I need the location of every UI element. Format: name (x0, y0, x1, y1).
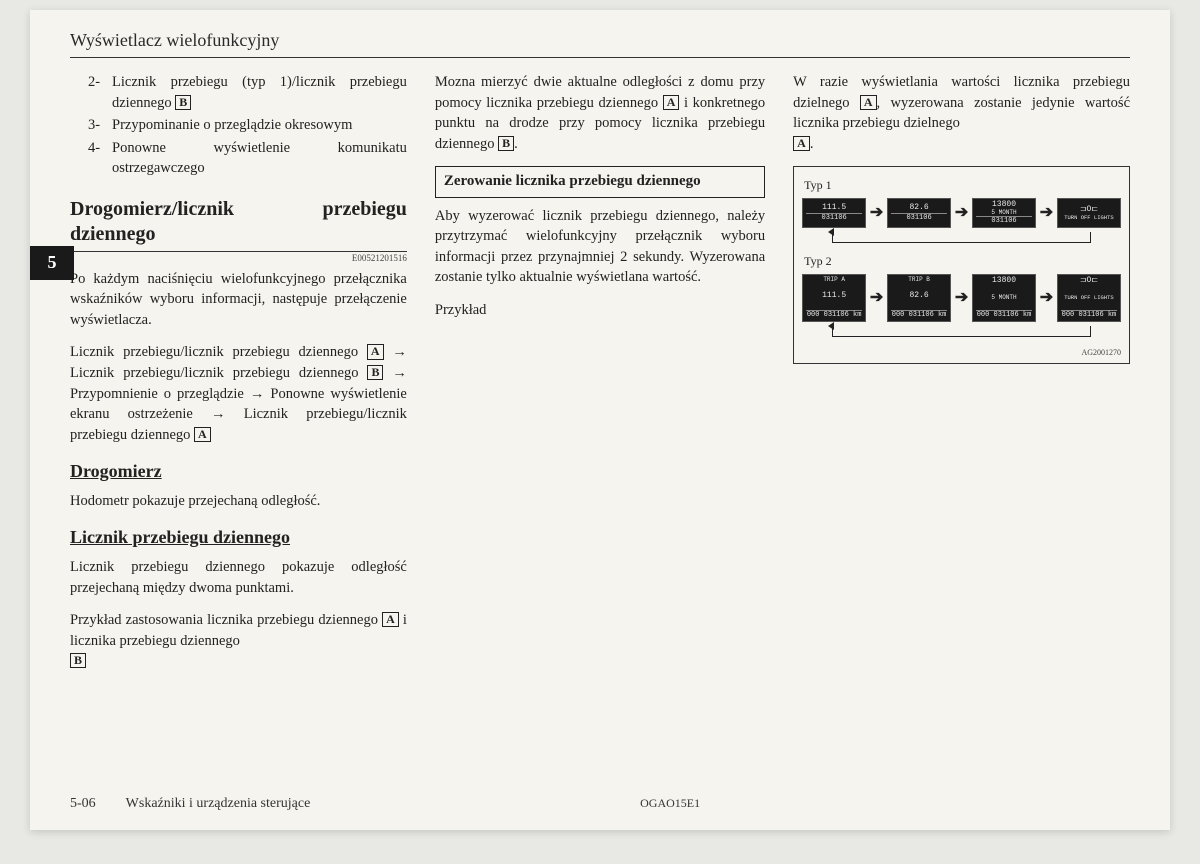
item-text: Ponowne wyświetlenie komunikatu ostrzega… (112, 138, 407, 179)
letter-box-b: B (70, 653, 86, 668)
column-3: W razie wyświetlania wartości licznika p… (793, 72, 1130, 684)
lcd-screen: 13800 5 MONTH 031106 (972, 198, 1036, 228)
footer-left: 5-06 Wskaźniki i urządzenia sterujące (70, 796, 310, 812)
arrow-icon: ➔ (870, 287, 883, 310)
letter-box-b: B (367, 365, 383, 380)
arrow-icon: ➔ (955, 287, 968, 310)
lcd-screen: TRIP B 82.6 000 031106 km (887, 274, 951, 322)
letter-box-b: B (175, 95, 191, 110)
loop-arrow-icon (832, 232, 1091, 243)
page-header: Wyświetlacz wielofunkcyjny (70, 30, 1130, 58)
document-code: OGAO15E1 (310, 796, 1030, 812)
column-2: Mozna mierzyć dwie aktualne odległości z… (435, 72, 765, 684)
letter-box-a: A (382, 612, 399, 627)
paragraph: Licznik przebiegu dziennego pokazuje odl… (70, 557, 407, 598)
paragraph-example-label: Przykład (435, 300, 765, 321)
item-text: Przypominanie o przeglądzie okresowym (112, 115, 352, 136)
lcd-screen: 111.5 031106 (802, 198, 866, 228)
reference-code: E00521201516 (70, 252, 407, 265)
list-item: 2- Licznik przebiegu (typ 1)/licznik prz… (88, 72, 407, 113)
paragraph-example: Przykład zastosowania licznika przebiegu… (70, 610, 407, 672)
item-number: 4- (88, 138, 106, 179)
section-tab: 5 (30, 246, 74, 280)
letter-box-a: A (367, 344, 384, 359)
column-1: 5 2- Licznik przebiegu (typ 1)/licznik p… (70, 72, 407, 684)
chapter-title: Wskaźniki i urządzenia sterujące (126, 796, 311, 812)
heading-odometer-trip: Drogomierz/licznik przebiegu dziennego (70, 197, 407, 252)
paragraph: Mozna mierzyć dwie aktualne odległości z… (435, 72, 765, 154)
item-number: 3- (88, 115, 106, 136)
loop-arrow-icon (832, 326, 1091, 337)
lcd-screen: TRIP A 111.5 000 031106 km (802, 274, 866, 322)
letter-box-a: A (860, 95, 877, 110)
manual-page: Wyświetlacz wielofunkcyjny 5 2- Licznik … (30, 10, 1170, 830)
footer-spacer (1030, 796, 1130, 812)
list-item: 3- Przypominanie o przeglądzie okresowym (88, 115, 407, 136)
lcd-screen: 13800 5 MONTH 000 031106 km (972, 274, 1036, 322)
page-number: 5-06 (70, 796, 96, 812)
content-columns: 5 2- Licznik przebiegu (typ 1)/licznik p… (70, 72, 1130, 684)
arrow-icon: ➔ (1040, 287, 1053, 310)
list-item: 4- Ponowne wyświetlenie komunikatu ostrz… (88, 138, 407, 179)
page-footer: 5-06 Wskaźniki i urządzenia sterujące OG… (70, 796, 1130, 812)
lcd-screen: 82.6 031106 (887, 198, 951, 228)
heading-odometer: Drogomierz (70, 459, 407, 485)
item-text: Licznik przebiegu (typ 1)/licznik przebi… (112, 72, 407, 113)
type-2-label: Typ 2 (804, 253, 1121, 270)
paragraph: W razie wyświetlania wartości licznika p… (793, 72, 1130, 154)
numbered-list: 2- Licznik przebiegu (typ 1)/licznik prz… (70, 72, 407, 179)
diagram-code: AG2001270 (802, 347, 1121, 358)
paragraph: Hodometr pokazuje przejechaną odległość. (70, 491, 407, 512)
arrow-icon: ➔ (955, 202, 968, 225)
paragraph-sequence: Licznik przebiegu/licznik przebiegu dzie… (70, 342, 407, 445)
lcd-screen: ⊐O⊏ TURN OFF LIGHTS (1057, 198, 1121, 228)
type-2-row: TRIP A 111.5 000 031106 km ➔ TRIP B 82.6… (802, 274, 1121, 322)
letter-box-a: A (663, 95, 680, 110)
letter-box-a: A (194, 427, 211, 442)
lcd-screen: ⊐O⊏ TURN OFF LIGHTS 000 031106 km (1057, 274, 1121, 322)
type-1-label: Typ 1 (804, 177, 1121, 194)
type-1-row: 111.5 031106 ➔ 82.6 031106 ➔ 13800 5 MON… (802, 198, 1121, 228)
paragraph: Aby wyzerować licznik przebiegu dzienneg… (435, 206, 765, 288)
letter-box-b: B (498, 136, 514, 151)
display-diagram: Typ 1 111.5 031106 ➔ 82.6 031106 ➔ 13800… (793, 166, 1130, 363)
letter-box-a: A (793, 136, 810, 151)
item-number: 2- (88, 72, 106, 113)
paragraph: Po każdym naciśnięciu wielofunkcyjnego p… (70, 269, 407, 331)
boxed-heading-reset: Zerowanie licznika przebiegu dziennego (435, 166, 765, 197)
arrow-icon: ➔ (1040, 202, 1053, 225)
arrow-icon: ➔ (870, 202, 883, 225)
heading-trip-counter: Licznik przebiegu dziennego (70, 525, 407, 551)
